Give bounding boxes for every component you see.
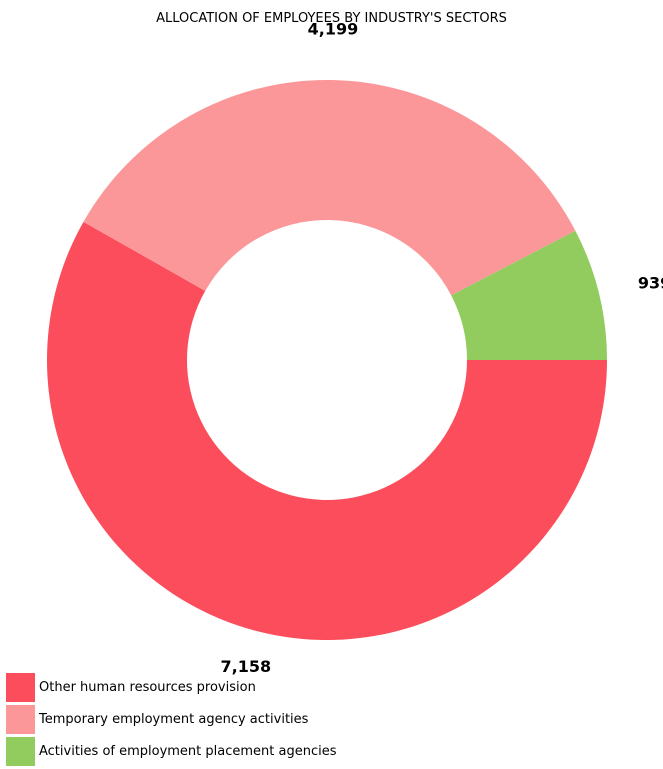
legend-label: Other human resources provision xyxy=(39,680,256,695)
legend-item-other-hr: Other human resources provision xyxy=(6,673,337,702)
data-label: 4,199 xyxy=(308,20,359,39)
legend-swatch xyxy=(6,705,35,734)
legend-swatch xyxy=(6,673,35,702)
chart-title: ALLOCATION OF EMPLOYEES BY INDUSTRY'S SE… xyxy=(156,11,507,26)
legend-label: Activities of employment placement agenc… xyxy=(39,744,337,759)
slice-placement-agencies xyxy=(451,230,607,360)
slice-temporary-agency xyxy=(83,79,576,296)
legend: Other human resources provision Temporar… xyxy=(6,673,337,769)
legend-item-placement-agencies: Activities of employment placement agenc… xyxy=(6,737,337,766)
legend-item-temporary-agency: Temporary employment agency activities xyxy=(6,705,337,734)
data-label: 939 xyxy=(638,273,663,292)
legend-swatch xyxy=(6,737,35,766)
slice-other-hr xyxy=(46,221,607,641)
donut-slices xyxy=(46,79,607,641)
data-labels: 7,158 4,199 939 xyxy=(221,20,663,676)
data-label: 7,158 xyxy=(221,657,272,676)
legend-label: Temporary employment agency activities xyxy=(39,712,309,727)
